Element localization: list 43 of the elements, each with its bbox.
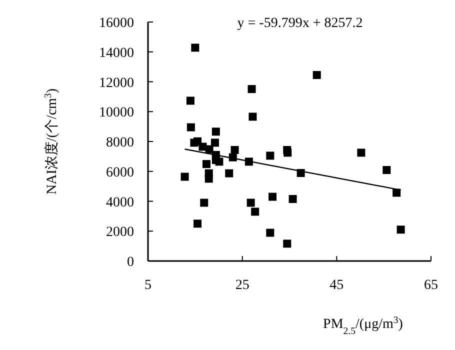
y-tick-label: 10000	[99, 106, 134, 121]
point	[246, 198, 255, 207]
y-tick-label: 0	[127, 255, 134, 270]
point	[382, 166, 391, 174]
point	[396, 226, 405, 234]
point	[248, 112, 257, 121]
point	[357, 148, 366, 157]
point	[194, 220, 202, 228]
point	[191, 44, 200, 52]
point	[186, 123, 195, 132]
y-tick-label: 4000	[106, 195, 134, 210]
point	[248, 85, 256, 94]
y-tick-label: 6000	[106, 165, 134, 180]
y-tick-label: 2000	[106, 225, 134, 240]
x-axis-title: PM$_{2.5}$/(μg/m$^{3}$)	[323, 314, 404, 336]
point	[210, 138, 219, 147]
annotation: y = -59.799x + 8257.2	[237, 16, 363, 31]
y-tick-label: 8000	[106, 136, 134, 150]
point	[200, 198, 208, 207]
x-tick-label: 65	[424, 278, 438, 293]
point	[180, 172, 189, 181]
point	[288, 195, 297, 204]
point	[212, 128, 220, 136]
point	[230, 146, 239, 154]
point	[266, 228, 274, 237]
point	[266, 152, 274, 160]
point	[202, 160, 210, 168]
y-tick-label: 14000	[99, 46, 134, 61]
x-tick-label: 5	[144, 278, 152, 293]
point	[198, 142, 207, 151]
point	[284, 148, 292, 157]
point	[312, 71, 321, 80]
point	[251, 208, 260, 216]
x-tick-label: 25	[235, 278, 250, 293]
x-tick-label: 45	[330, 278, 344, 293]
point	[268, 192, 277, 201]
point	[186, 96, 194, 105]
y-tick-label: 16000	[99, 16, 134, 31]
point	[204, 174, 213, 183]
y-tick-label: 12000	[99, 76, 134, 91]
point	[215, 158, 224, 166]
point	[225, 169, 234, 178]
point	[283, 240, 292, 248]
